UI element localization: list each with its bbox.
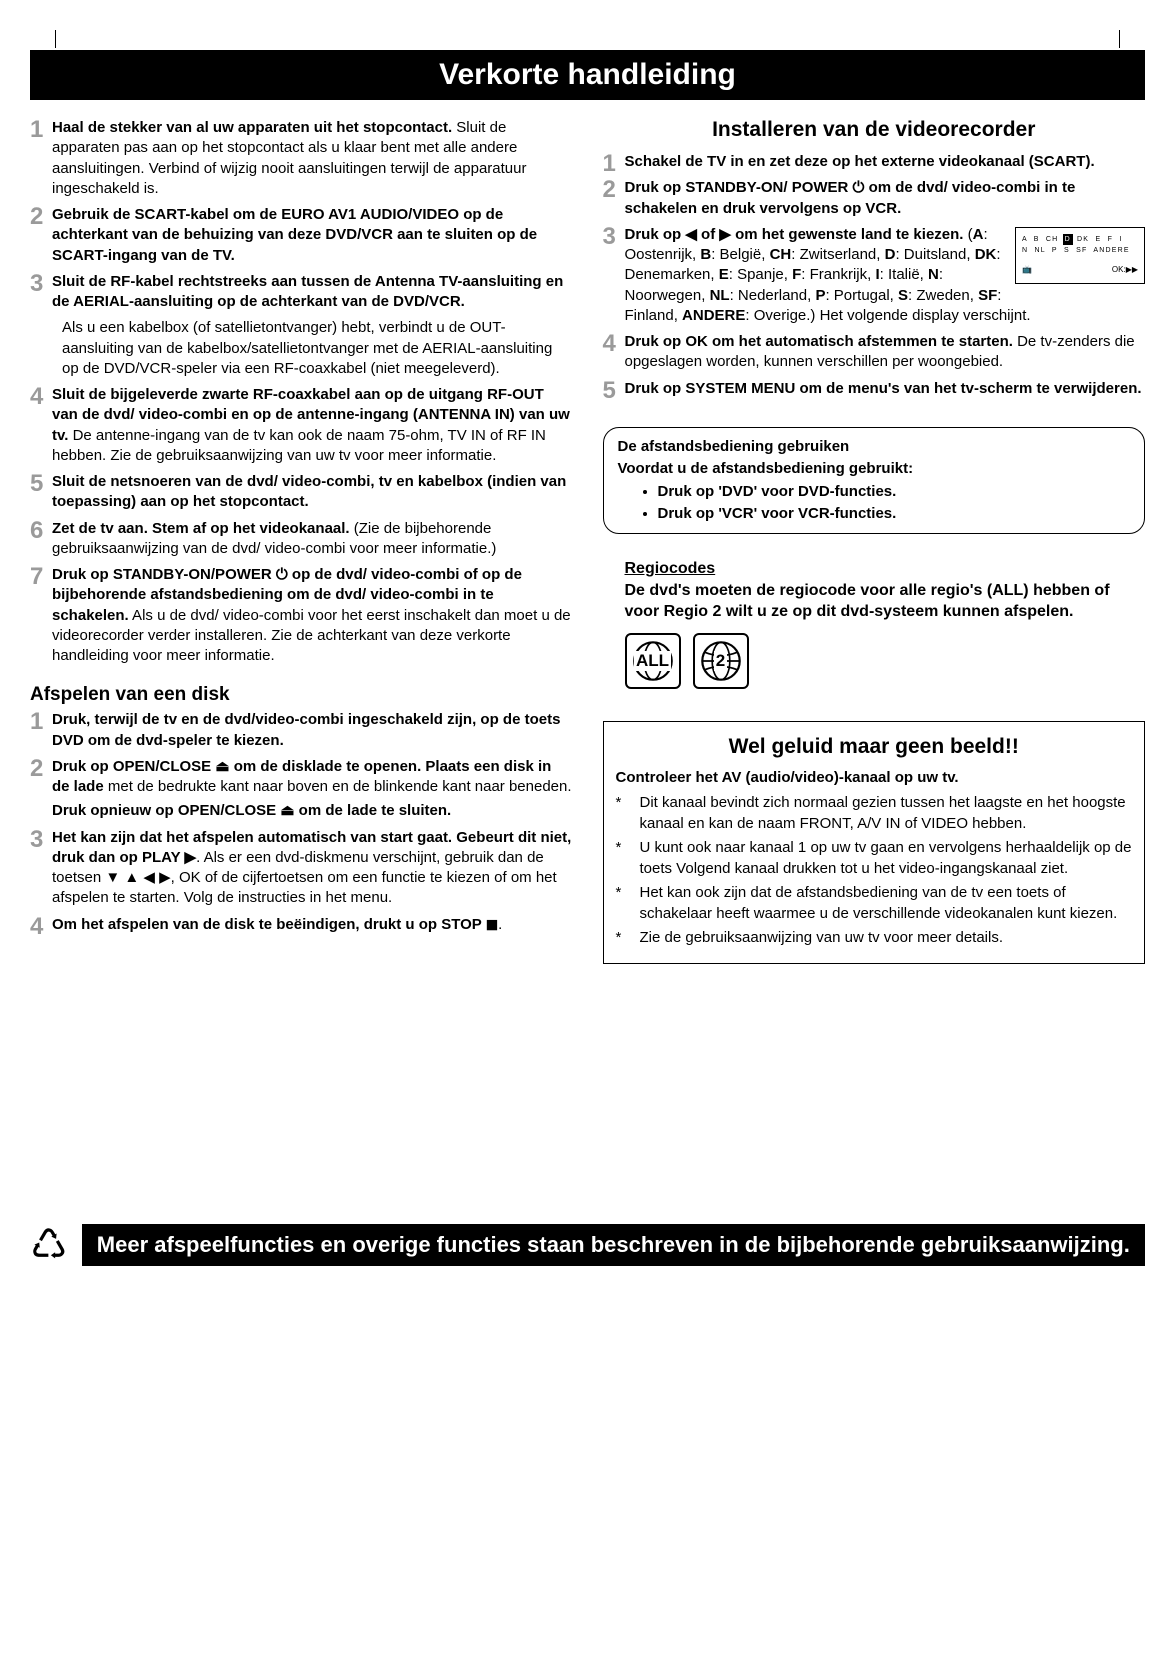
globe-all-icon: ALL [625,633,681,689]
setup-step: 1Haal de stekker van al uw apparaten uit… [30,118,573,199]
disk-step: 2Druk op OPEN/CLOSE ⏏ om de disklade te … [30,757,573,798]
recycle-icon: ♺ [30,1224,68,1266]
install-step: 2Druk op STANDBY-ON/ POWER ⏻ om de dvd/ … [603,178,1146,219]
remote-bullet: Druk op 'VCR' voor VCR-functies. [658,503,1131,525]
step-number: 1 [30,706,43,738]
sound-item: *Het kan ook zijn dat de afstandsbedieni… [616,882,1133,924]
right-column: Installeren van de videorecorder 1Schake… [603,118,1146,964]
remote-bullet: Druk op 'DVD' voor DVD-functies. [658,481,1131,503]
step-number: 2 [603,174,616,206]
install-step: 5Druk op SYSTEM MENU om de menu's van he… [603,379,1146,399]
setup-step: 2Gebruik de SCART-kabel om de EURO AV1 A… [30,205,573,266]
left-column: 1Haal de stekker van al uw apparaten uit… [30,118,573,964]
step-number: 6 [30,515,43,547]
install-step: A B CH D DK E F I N NL P S SF ANDERE 📺OK… [603,225,1146,326]
step-number: 7 [30,561,43,593]
step-number: 4 [603,328,616,360]
globe-2-icon: 2 [693,633,749,689]
install-section-title: Installeren van de videorecorder [603,118,1146,142]
crop-marks-top [30,30,1145,48]
install-step: 1Schakel de TV in en zet deze op het ext… [603,152,1146,172]
sound-item: *Zie de gebruiksaanwijzing van uw tv voo… [616,927,1133,948]
disk-step: 3Het kan zijn dat het afspelen automatis… [30,828,573,909]
step-number: 4 [30,381,43,413]
step-number: 1 [30,114,43,146]
footer-text: Meer afspeelfuncties en overige functies… [82,1224,1145,1266]
tv-display-box: A B CH D DK E F I N NL P S SF ANDERE 📺OK… [1015,227,1145,284]
sound-title: Wel geluid maar geen beeld!! [616,732,1133,761]
remote-box: De afstandsbediening gebruiken Voordat u… [603,427,1146,534]
region-text: De dvd's moeten de regiocode voor alle r… [625,580,1146,623]
step-number: 3 [30,268,43,300]
step-number: 5 [603,375,616,407]
disk-section-title: Afspelen van een disk [30,684,573,706]
sound-box: Wel geluid maar geen beeld!! Controleer … [603,721,1146,964]
step-number: 3 [603,221,616,253]
setup-step: 6Zet de tv aan. Stem af op het videokana… [30,519,573,560]
step-number: 3 [30,824,43,856]
page-title: Verkorte handleiding [30,50,1145,100]
sound-item: *U kunt ook naar kanaal 1 op uw tv gaan … [616,837,1133,879]
disk-step: 4Om het afspelen van de disk te beëindig… [30,915,573,935]
footer: ♺ Meer afspeelfuncties en overige functi… [30,1224,1145,1266]
tv-icon: 📺 [1022,264,1032,277]
step-number: 2 [30,753,43,785]
region-title: Regiocodes [625,560,1146,578]
setup-step: 3Sluit de RF-kabel rechtstreeks aan tuss… [30,272,573,313]
disk-substep: Druk opnieuw op OPEN/CLOSE ⏏ om de lade … [30,801,573,821]
install-step: 4Druk op OK om het automatisch afstemmen… [603,332,1146,373]
step-number: 2 [30,201,43,233]
sound-item: *Dit kanaal bevindt zich normaal gezien … [616,792,1133,834]
setup-step: 4Sluit de bijgeleverde zwarte RF-coaxkab… [30,385,573,466]
sound-lead: Controleer het AV (audio/video)-kanaal o… [616,767,1133,788]
step-number: 5 [30,468,43,500]
setup-step: 7Druk op STANDBY-ON/POWER ⏻ op de dvd/ v… [30,565,573,666]
setup-step: 5Sluit de netsnoeren van de dvd/ video-c… [30,472,573,513]
region-globes: ALL 2 [625,633,1146,689]
setup-substep: Als u een kabelbox (of satellietontvange… [40,318,573,379]
disk-step: 1Druk, terwijl de tv en de dvd/video-com… [30,710,573,751]
step-number: 4 [30,911,43,943]
content-columns: 1Haal de stekker van al uw apparaten uit… [30,118,1145,964]
